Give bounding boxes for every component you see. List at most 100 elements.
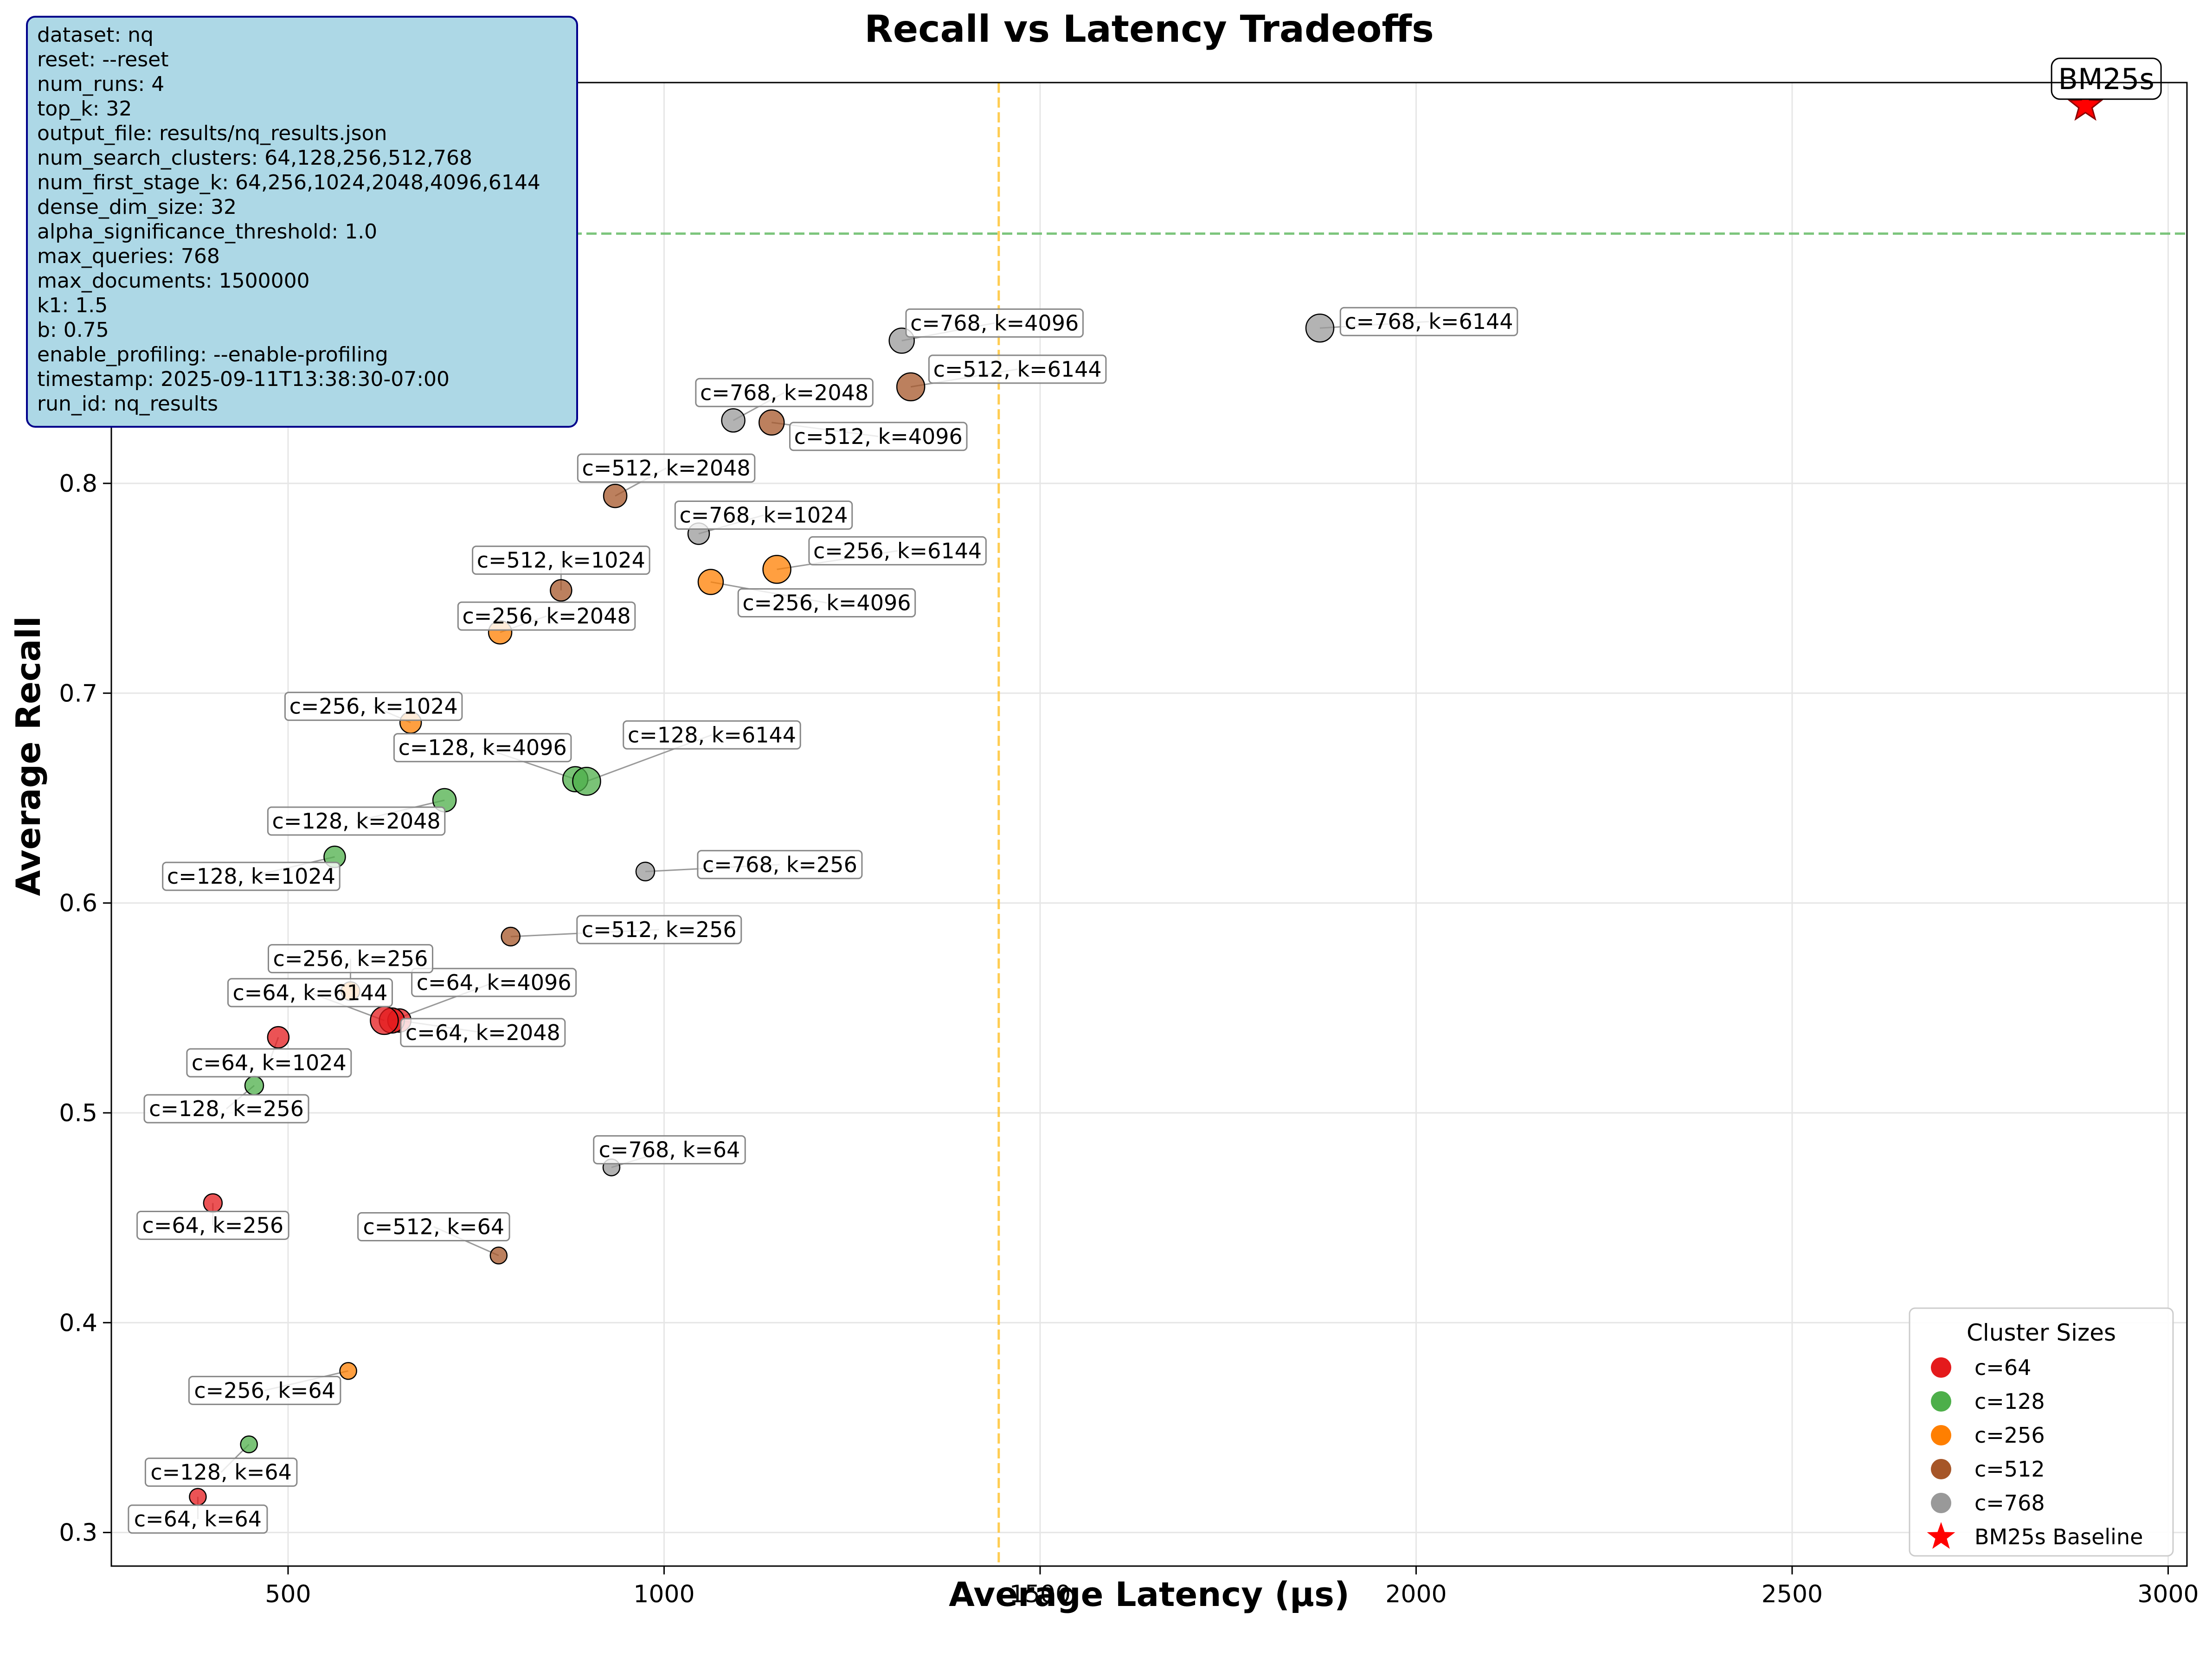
point-c-64-k-6144: [370, 1006, 399, 1035]
label-c-768-k-256: c=768, k=256: [702, 852, 857, 877]
label-box: [411, 968, 577, 997]
label-c-256-k-2048: c=256, k=2048: [462, 604, 630, 629]
point-c-256-k-4096: [697, 569, 724, 595]
label-c-128-k-4096: c=128, k=4096: [399, 735, 567, 760]
y-tick-label: 0.7: [59, 680, 97, 707]
label-box: [188, 1375, 341, 1405]
label-box: [128, 1504, 268, 1534]
legend-marker-c-512: [1931, 1459, 1951, 1479]
label-box: [143, 1094, 309, 1124]
point-c-768-k-6144: [1305, 313, 1335, 343]
label-c-64-k-256: c=64, k=256: [142, 1213, 284, 1238]
config-line: k1: 1.5: [37, 294, 108, 317]
config-line: num_first_stage_k: 64,256,1024,2048,4096…: [37, 171, 540, 194]
y-tick-label: 0.3: [59, 1519, 97, 1547]
plot-frame: [110, 82, 2188, 1567]
baseline-star-icon: [2067, 87, 2103, 121]
label-c-512-k-2048: c=512, k=2048: [582, 456, 751, 481]
label-c-512-k-6144: c=512, k=6144: [933, 357, 1102, 382]
label-c-768-k-4096: c=768, k=4096: [910, 310, 1079, 335]
label-c-64-k-6144: c=64, k=6144: [232, 980, 387, 1005]
point-c-128-k-64: [240, 1435, 258, 1453]
label-box: [393, 733, 572, 763]
label-box: [905, 308, 1084, 338]
legend-entry-c-512: c=512: [1974, 1457, 2045, 1482]
point-labels: c=64, k=64 c=64, k=256 c=64, k=1024 c=64, k…: [128, 58, 2162, 1534]
label-box: [808, 536, 987, 565]
label-box: [400, 1018, 566, 1047]
legend-entry-c-256: c=256: [1974, 1423, 2045, 1448]
label-box: [928, 354, 1107, 384]
config-line: enable_profiling: --enable-profiling: [37, 343, 388, 366]
point-c-128-k-256: [244, 1075, 264, 1096]
label-c-128-k-2048: c=128, k=2048: [272, 809, 441, 834]
label-box: [284, 692, 463, 721]
x-tick-label: 3000: [2137, 1580, 2199, 1608]
label-c-256-k-1024: c=256, k=1024: [289, 694, 458, 719]
point-c-64-k-256: [203, 1193, 223, 1213]
label-c-512-k-64: c=512, k=64: [363, 1214, 505, 1240]
point-c-128-k-6144: [572, 767, 601, 796]
point-c-512-k-6144: [896, 372, 926, 402]
label-box: [697, 850, 863, 880]
label-c-64-k-1024: c=64, k=1024: [192, 1050, 347, 1075]
point-c-768-k-256: [635, 861, 656, 882]
legend: Cluster Sizes c=64 c=128 c=256 c=512 c=768 BM2…: [1909, 1307, 2174, 1557]
label-box: [267, 944, 433, 974]
label-box: [136, 1210, 289, 1240]
point-c-256-k-6144: [762, 555, 791, 584]
point-c-512-k-4096: [759, 409, 785, 436]
label-c-768-k-2048: c=768, k=2048: [700, 380, 868, 405]
legend-title: Cluster Sizes: [1967, 1319, 2116, 1346]
legend-entry-c-128: c=128: [1974, 1389, 2045, 1414]
point-c-64-k-1024: [267, 1026, 290, 1049]
label-box: [144, 1458, 298, 1487]
label-c-768-k-1024: c=768, k=1024: [679, 503, 848, 528]
point-c-64-k-64: [189, 1488, 207, 1506]
label-box: [186, 1048, 352, 1078]
legend-marker-c-256: [1931, 1425, 1951, 1445]
label-c-512-k-4096: c=512, k=4096: [794, 424, 963, 449]
label-c-64-k-4096: c=64, k=4096: [417, 970, 572, 995]
label-box: [695, 378, 874, 407]
label-box: [267, 806, 446, 836]
label-c-128-k-1024: c=128, k=1024: [167, 864, 335, 889]
y-tick-label: 0.5: [59, 1099, 97, 1127]
config-line: reset: --reset: [37, 48, 168, 71]
label-c-256-k-4096: c=256, k=4096: [742, 591, 911, 616]
config-line: timestamp: 2025-09-11T13:38:30-07:00: [37, 367, 450, 391]
point-c-512-k-64: [489, 1246, 508, 1265]
x-tick-label: 2000: [1385, 1580, 1447, 1608]
config-line: num_runs: 4: [37, 72, 164, 96]
y-tick-label: 0.4: [59, 1309, 97, 1337]
config-line: max_queries: 768: [37, 244, 220, 268]
label-c-128-k-64: c=128, k=64: [150, 1460, 292, 1485]
label-c-64-k-2048: c=64, k=2048: [405, 1020, 560, 1045]
point-c-512-k-2048: [603, 483, 628, 508]
legend-entry-baseline: BM25s Baseline: [1974, 1524, 2143, 1549]
label-box: [457, 601, 636, 631]
x-axis-label: Average Latency (μs): [949, 1575, 1350, 1614]
x-tick-label: 1000: [633, 1580, 694, 1608]
legend-star-icon: [1927, 1522, 1955, 1549]
x-tick-label: 1500: [1010, 1580, 1071, 1608]
label-c-768-k-6144: c=768, k=6144: [1344, 309, 1513, 334]
x-tick-label: 500: [265, 1580, 311, 1608]
config-info-box-bg: [26, 16, 578, 428]
label-box: [162, 861, 341, 891]
label-box: [623, 720, 801, 750]
label-box: [577, 453, 756, 483]
label-box: [674, 501, 853, 530]
label-c-512-k-1024: c=512, k=1024: [477, 548, 645, 573]
label-c-512-k-256: c=512, k=256: [582, 917, 737, 942]
x-tick-label: 2500: [1762, 1580, 1823, 1608]
config-line: output_file: results/nq_results.json: [37, 122, 387, 145]
label-box: [227, 978, 393, 1008]
legend-marker-c-128: [1931, 1391, 1951, 1412]
label-c-128-k-256: c=128, k=256: [149, 1096, 304, 1121]
label-c-64-k-64: c=64, k=64: [134, 1507, 262, 1532]
config-line: alpha_significance_threshold: 1.0: [37, 220, 377, 244]
config-line: num_search_clusters: 64,128,256,512,768: [37, 146, 472, 170]
